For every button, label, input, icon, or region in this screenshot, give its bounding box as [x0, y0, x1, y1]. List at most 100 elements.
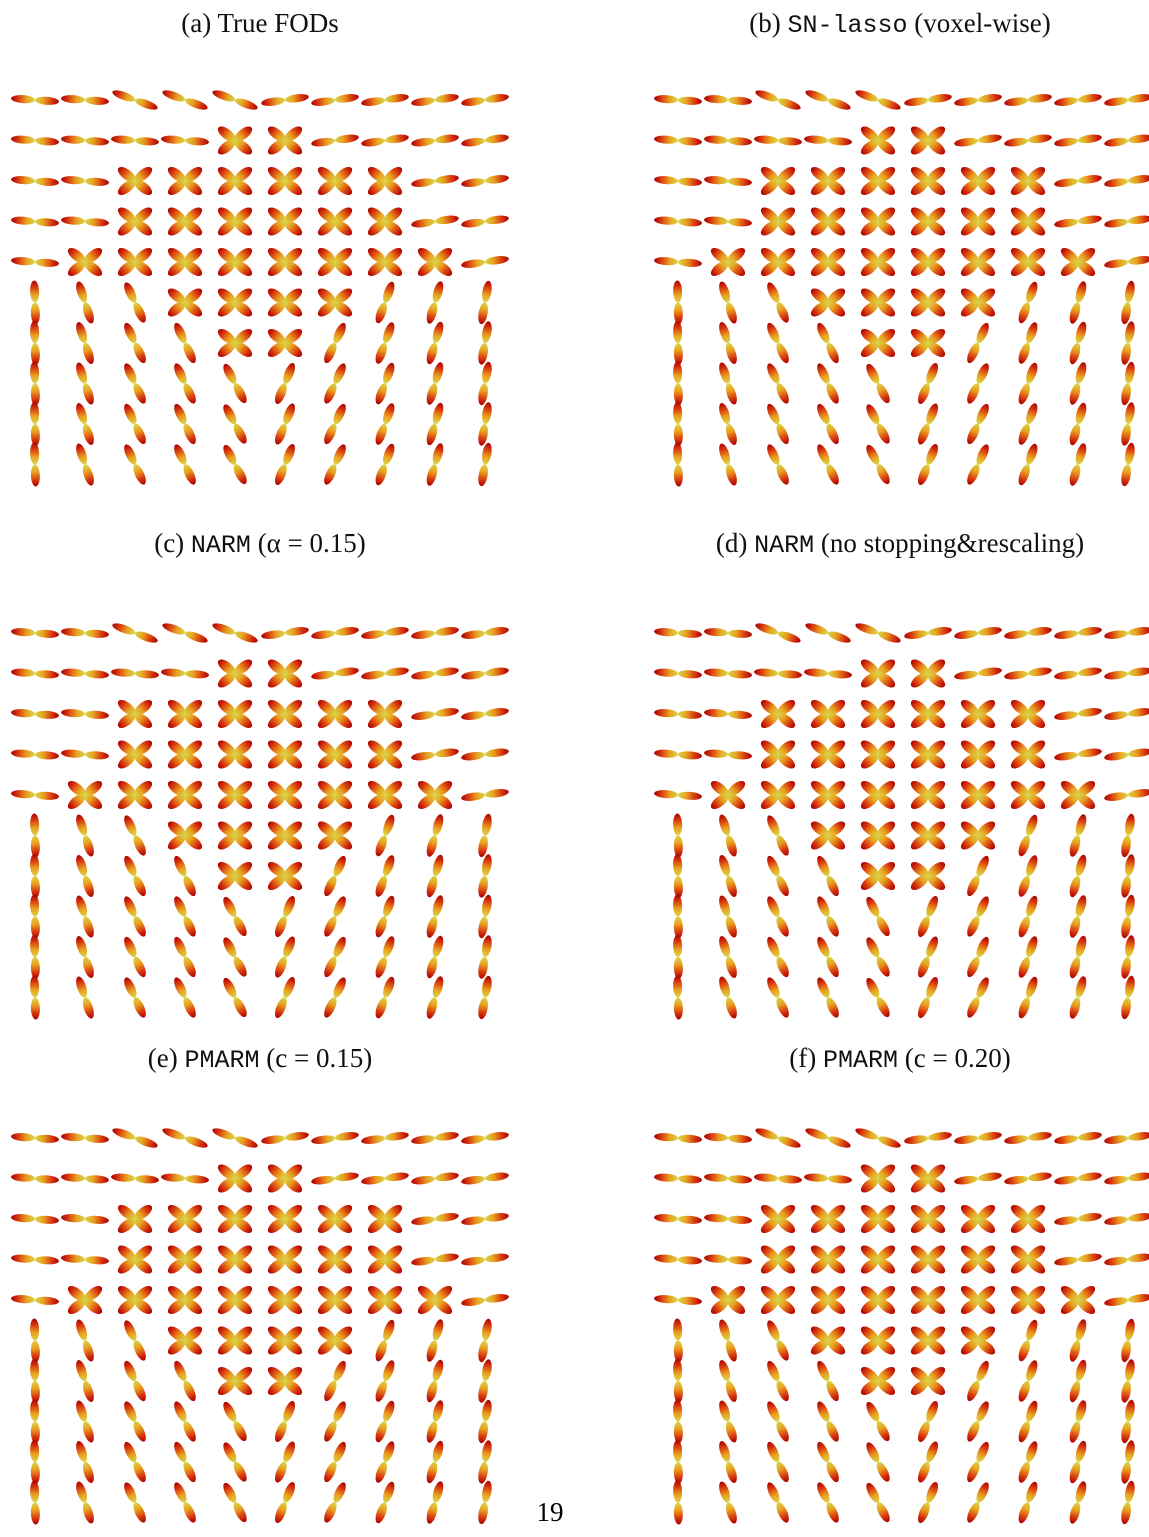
lobe: [484, 626, 509, 637]
lobe: [1104, 1134, 1129, 1145]
lobe: [674, 1340, 684, 1362]
fod-glyph: [477, 1440, 494, 1485]
lobe: [1016, 1420, 1032, 1444]
lobe: [81, 956, 96, 980]
fod-glyph: [1016, 1399, 1040, 1443]
lobe: [1074, 1440, 1089, 1464]
lobe: [864, 935, 882, 959]
fod-glyph: [958, 205, 997, 239]
lobe: [122, 1359, 139, 1383]
fod-glyph: [908, 1324, 947, 1358]
fod-glyph: [1120, 1399, 1137, 1444]
fod-glyph: [415, 245, 454, 279]
fod-glyph: [717, 280, 739, 325]
lobe: [916, 422, 933, 446]
lobe: [724, 875, 739, 899]
lobe: [678, 751, 702, 761]
fod-glyph: [11, 1254, 59, 1265]
caption-part: (b): [749, 8, 780, 38]
fod-glyph: [425, 1480, 446, 1525]
lobe: [1127, 93, 1149, 104]
lobe: [1027, 666, 1052, 677]
lobe: [481, 280, 494, 303]
fod-glyph: [1004, 93, 1053, 108]
lobe: [434, 1212, 459, 1223]
fod-glyph: [815, 1481, 842, 1525]
fod-glyph: [704, 749, 752, 760]
lobe: [1077, 1171, 1102, 1182]
lobe: [1104, 258, 1129, 269]
fod-glyph: [122, 1440, 149, 1484]
lobe: [977, 666, 1002, 677]
lobe: [221, 935, 239, 959]
fod-glyph: [61, 94, 109, 105]
lobe: [1054, 1134, 1079, 1145]
fod-glyph: [425, 1318, 446, 1363]
fod-glyph: [1104, 666, 1149, 681]
fod-glyph: [161, 135, 209, 146]
lobe: [864, 1481, 882, 1505]
lobe: [927, 626, 952, 637]
lobe: [373, 1501, 389, 1525]
lobe: [131, 341, 148, 365]
fod-glyph: [165, 245, 204, 279]
lobe: [824, 341, 841, 365]
lobe: [924, 402, 941, 426]
lobe: [381, 280, 397, 304]
fod-glyph: [461, 626, 510, 641]
fod-glyph: [74, 813, 96, 858]
lobe: [854, 88, 879, 104]
lobe: [331, 362, 348, 386]
lobe: [61, 708, 85, 718]
lobe: [924, 975, 941, 999]
lobe: [678, 1296, 702, 1306]
lobe: [877, 96, 902, 112]
lobe: [1024, 1399, 1040, 1423]
fod-glyph: [425, 1359, 446, 1404]
fod-glyph: [373, 1359, 397, 1403]
lobe: [434, 747, 459, 758]
fod-glyph: [1068, 813, 1089, 858]
lobe: [61, 94, 85, 104]
fod-glyph: [161, 621, 209, 645]
fod-glyph: [1008, 1283, 1047, 1317]
lobe: [1074, 1399, 1089, 1423]
lobe: [411, 751, 436, 762]
lobe: [81, 996, 96, 1020]
lobe: [1016, 422, 1032, 446]
fod-glyph: [704, 1132, 752, 1143]
fod-glyph: [373, 813, 397, 857]
lobe: [1120, 997, 1133, 1020]
lobe: [74, 1480, 89, 1504]
lobe: [1068, 915, 1083, 939]
lobe: [1124, 813, 1137, 836]
fod-glyph: [30, 1480, 41, 1524]
lobe: [85, 1215, 109, 1225]
lobe: [974, 1481, 991, 1505]
lobe: [477, 1340, 490, 1363]
lobe: [361, 629, 386, 640]
lobe: [965, 915, 982, 939]
lobe: [1024, 1480, 1040, 1504]
fod-glyph: [425, 975, 446, 1020]
lobe: [874, 1460, 892, 1484]
lobe: [81, 1380, 96, 1404]
fod-glyph: [804, 1173, 852, 1184]
lobe: [654, 668, 678, 678]
fod-glyph: [704, 216, 752, 227]
fod-glyph: [115, 738, 154, 772]
lobe: [754, 1173, 778, 1183]
fod-glyph: [673, 975, 684, 1019]
fod-glyph: [1008, 778, 1047, 812]
lobe: [774, 463, 791, 487]
lobe: [874, 381, 892, 405]
lobe: [824, 1460, 841, 1484]
lobe: [381, 442, 397, 466]
lobe: [977, 133, 1002, 144]
fod-glyph: [322, 935, 349, 979]
lobe: [1077, 93, 1102, 104]
lobe: [30, 1440, 40, 1462]
fod-glyph: [365, 164, 404, 198]
fod-glyph: [965, 1400, 992, 1444]
fod-glyph: [322, 321, 349, 365]
